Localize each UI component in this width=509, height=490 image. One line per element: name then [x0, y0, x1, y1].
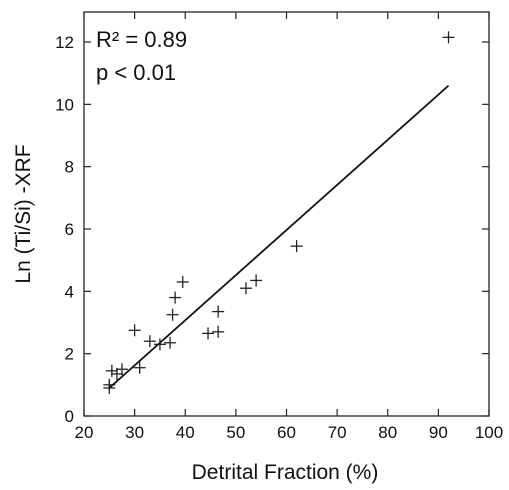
- data-point: [176, 275, 189, 288]
- y-tick-label: 2: [65, 345, 74, 364]
- y-tick-label: 10: [55, 95, 74, 114]
- y-axis-title: Ln (Ti/Si) -XRF: [12, 144, 35, 283]
- x-tick-label: 30: [125, 423, 144, 442]
- data-point: [153, 338, 166, 351]
- y-tick-label: 4: [65, 282, 74, 301]
- y-tick-label: 8: [65, 158, 74, 177]
- data-point: [110, 367, 123, 380]
- regression-line: [108, 84, 450, 389]
- data-point: [250, 274, 263, 287]
- data-point: [166, 308, 179, 321]
- r-squared-annotation: R² = 0.89: [96, 27, 187, 52]
- y-tick-label: 12: [55, 33, 74, 52]
- x-tick-label: 80: [378, 423, 397, 442]
- x-tick-label: 50: [226, 423, 245, 442]
- data-point: [212, 325, 225, 338]
- y-tick-label: 0: [65, 407, 74, 426]
- x-tick-label: 70: [328, 423, 347, 442]
- data-point: [105, 364, 118, 377]
- data-point: [212, 305, 225, 318]
- data-point: [143, 335, 156, 348]
- data-point: [169, 291, 182, 304]
- p-value-annotation: p < 0.01: [96, 60, 176, 85]
- y-tick-label: 6: [65, 220, 74, 239]
- data-point: [133, 361, 146, 374]
- x-tick-label: 40: [176, 423, 195, 442]
- x-tick-label: 100: [475, 423, 503, 442]
- x-tick-label: 60: [277, 423, 296, 442]
- x-tick-label: 20: [75, 423, 94, 442]
- data-point: [164, 336, 177, 349]
- x-axis-title: Detrital Fraction (%): [192, 461, 379, 484]
- data-point: [290, 240, 303, 253]
- data-point: [115, 363, 128, 376]
- x-tick-label: 90: [429, 423, 448, 442]
- data-point: [442, 31, 455, 44]
- data-point: [240, 282, 252, 295]
- data-point: [202, 327, 215, 340]
- data-point: [128, 324, 141, 337]
